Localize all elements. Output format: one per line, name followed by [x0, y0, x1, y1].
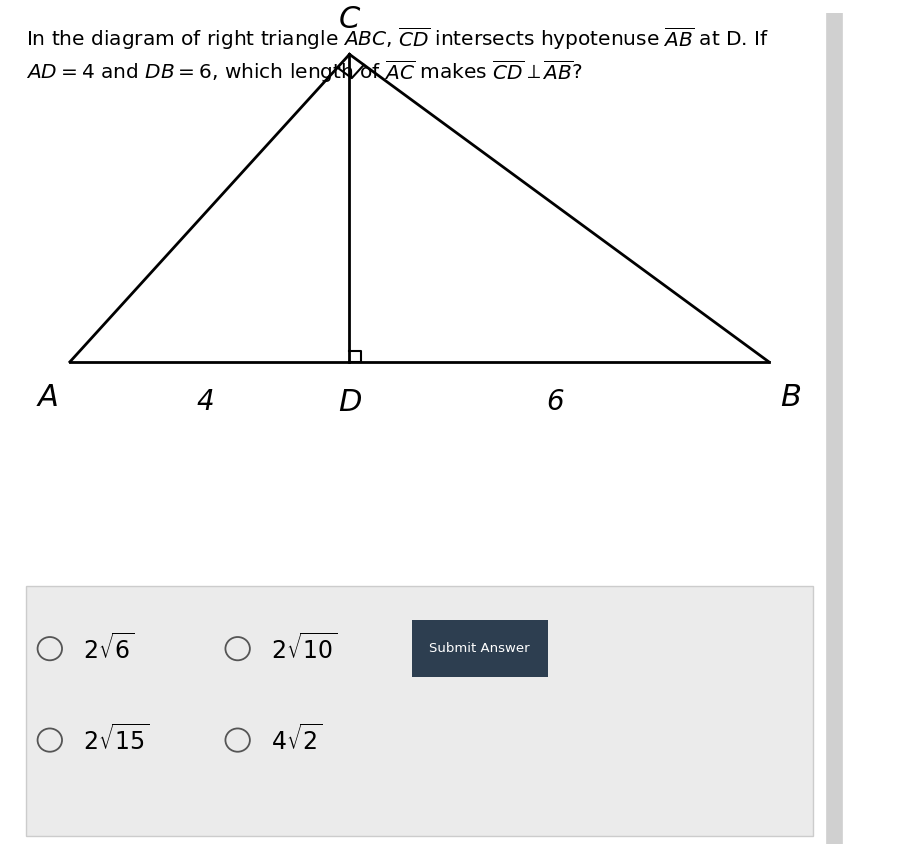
FancyBboxPatch shape [26, 587, 812, 836]
Text: $AD = 4$ and $DB = 6$, which length of $\overline{AC}$ makes $\overline{CD}\perp: $AD = 4$ and $DB = 6$, which length of $… [26, 58, 583, 85]
FancyBboxPatch shape [412, 620, 548, 677]
Text: C: C [339, 4, 360, 34]
Text: $2\sqrt{10}$: $2\sqrt{10}$ [270, 633, 338, 664]
Text: B: B [780, 382, 801, 412]
Text: D: D [338, 388, 361, 418]
Text: $2\sqrt{6}$: $2\sqrt{6}$ [83, 633, 135, 664]
Text: $4\sqrt{2}$: $4\sqrt{2}$ [270, 725, 322, 755]
Text: $2\sqrt{15}$: $2\sqrt{15}$ [83, 725, 150, 755]
Text: Submit Answer: Submit Answer [429, 642, 530, 655]
Text: 4: 4 [197, 388, 214, 416]
Text: A: A [38, 382, 58, 412]
Text: In the diagram of right triangle $ABC$, $\overline{CD}$ intersects hypotenuse $\: In the diagram of right triangle $ABC$, … [26, 25, 770, 52]
Text: 6: 6 [546, 388, 564, 416]
